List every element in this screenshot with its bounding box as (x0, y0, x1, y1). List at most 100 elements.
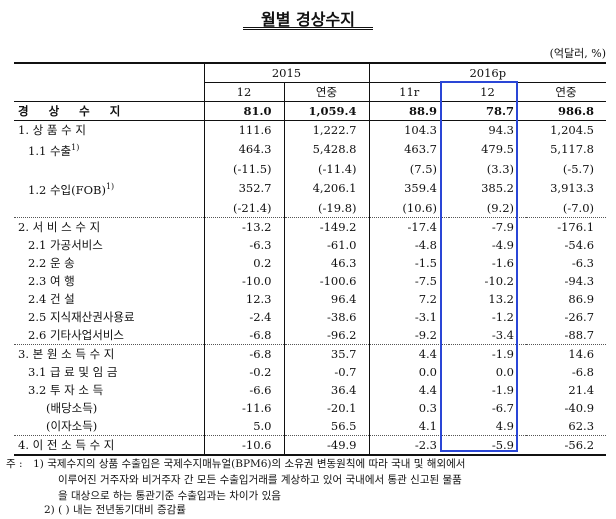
row-label-text: 1.1 수출 (28, 143, 72, 158)
cell-value: -6.6 (203, 380, 284, 399)
row-label-text: 2.2 운 송 (28, 255, 75, 270)
cell-value: -10.6 (203, 434, 284, 456)
cell-value: -1.6 (491, 255, 514, 270)
row-label-text: 2.6 기타사업서비스 (28, 327, 125, 342)
cell-value: 1,204.5 (550, 123, 595, 137)
title-underline-2 (243, 29, 373, 30)
cell-value: 4,206.1 (283, 177, 369, 199)
cell-value: -54.6 (564, 237, 595, 252)
cell-value: (-21.4) (203, 198, 284, 218)
cell-value: -11.6 (203, 398, 284, 417)
cell-value: 464.3 (203, 139, 284, 160)
cell-value: 4.9 (495, 418, 514, 433)
cell-value: (10.6) (368, 198, 449, 218)
col-header: 12 (203, 82, 284, 102)
footnote-ref: 1) (71, 143, 80, 152)
cell-value: -7.5 (368, 271, 449, 290)
cell-value: 36.4 (283, 380, 369, 399)
row-label-text: 경 상 수 지 (18, 104, 129, 118)
cell-value: 56.5 (283, 416, 369, 436)
cell-value: (7.5) (368, 159, 449, 178)
table-row: 2.4 건 설 12.3 96.4 7.2 13.2 86.9 (14, 289, 606, 308)
row-label: 2.2 운 송 (14, 254, 204, 272)
row-label: 1.1 수출1) (14, 139, 204, 160)
cell-value: 7.2 (368, 289, 449, 308)
cell-value: 21.4 (568, 382, 595, 397)
note-text: 국제수지의 상품 수출입은 국제수지매뉴얼(BPM6)의 소유권 변동원칙에 따… (47, 458, 466, 470)
cell-value: 81.0 (203, 101, 284, 121)
cell-value: 12.3 (203, 289, 284, 308)
cell-value: 88.9 (368, 101, 449, 121)
unit-label: (억달러, %) (549, 47, 606, 60)
cell-value: 1,222.7 (283, 120, 369, 139)
table-row: 2.3 여 행 -10.0 -100.6 -7.5 -10.2 -94.3 (14, 271, 606, 290)
cell-value: -1.9 (449, 343, 526, 363)
cell-value: 14.6 (526, 343, 607, 363)
cell-value: -4.9 (491, 237, 514, 252)
row-label-text: 2. 서 비 스 수 지 (18, 219, 101, 234)
cell-value: 35.7 (283, 343, 369, 363)
cell-value: 359.4 (368, 177, 449, 199)
table-row: 1. 상 품 수 지 111.6 1,222.7 104.3 94.3 1,204.5 (14, 120, 606, 139)
cell-value: -1.2 (491, 309, 514, 324)
cell-value: -0.2 (203, 362, 284, 381)
cell-value: -149.2 (283, 216, 369, 236)
row-label-text: 1. 상 품 수 지 (18, 123, 86, 137)
cell-value: -6.7 (491, 400, 514, 415)
year-2016: 2016p (368, 62, 607, 83)
page-title: 월별 경상수지 (261, 10, 355, 29)
cell-value: 463.7 (368, 139, 449, 160)
row-label: 3.1 급 료 및 임 금 (14, 363, 204, 381)
cell-value: -56.2 (526, 434, 607, 456)
row-label (14, 160, 204, 178)
cell-value: 4.4 (368, 380, 449, 399)
table-row: 3.1 급 료 및 임 금 -0.2 -0.7 0.0 0.0 -6.8 (14, 362, 606, 381)
cell-value: (-5.7) (562, 161, 595, 176)
cell-value: -13.2 (203, 216, 284, 236)
cell-value: 62.3 (568, 418, 595, 433)
col-header: 12 (449, 82, 526, 102)
footnote-2: 2) ( ) 내는 전년동기대비 증감률 (44, 502, 186, 518)
cell-value: -2.3 (368, 434, 449, 456)
cell-value: 1,059.4 (283, 101, 369, 121)
row-label-text: 2.1 가공서비스 (28, 237, 103, 252)
cell-value: -10.0 (203, 271, 284, 290)
highlight-box (440, 81, 518, 452)
row-label: 2.4 건 설 (14, 290, 204, 308)
note-label: 주 : (6, 458, 23, 470)
cell-value: -6.3 (571, 255, 595, 270)
note-number: 1) (33, 458, 44, 470)
table-row: (배당소득) -11.6 -20.1 0.3 -6.7 -40.9 (14, 398, 606, 417)
cell-value: -0.7 (283, 362, 369, 381)
cell-value: -9.2 (368, 325, 449, 345)
cell-value: (-19.8) (283, 198, 369, 218)
cell-value: 352.7 (203, 177, 284, 199)
cell-value: -6.8 (203, 343, 284, 363)
table-row: 4. 이 전 소 득 수 지 -10.6 -49.9 -2.3 -5.9 -56.2 (14, 434, 607, 456)
table-row: 3.2 투 자 소 득 -6.6 36.4 4.4 -1.9 21.4 (14, 380, 606, 399)
row-label: 2.6 기타사업서비스 (14, 326, 204, 345)
row-label-text: 2.3 여 행 (28, 273, 75, 288)
cell-value: (-11.4) (283, 159, 369, 178)
cell-value: 5.0 (203, 416, 284, 436)
cell-value: 0.3 (368, 398, 449, 417)
cell-value: (-7.0) (562, 200, 595, 215)
cell-value: 385.2 (481, 181, 514, 196)
cell-value: -61.0 (283, 235, 369, 254)
cell-value: 4.1 (368, 416, 449, 436)
cell-value: 5,428.8 (283, 139, 369, 160)
cell-value: -40.9 (564, 400, 595, 415)
row-label: 2.1 가공서비스 (14, 236, 204, 254)
table-row: 1.1 수출1) 464.3 5,428.8 463.7 479.5 5,117.8 (14, 139, 606, 160)
row-label-text: 2.4 건 설 (28, 291, 75, 306)
row-label: 2.5 지식재산권사용료 (14, 308, 204, 326)
row-label-text: 3. 본 원 소 득 수 지 (18, 346, 115, 361)
row-label: 4. 이 전 소 득 수 지 (14, 434, 204, 456)
cell-value: 111.6 (203, 120, 284, 139)
cell-value: -96.2 (283, 325, 369, 345)
footnote-ref: 1) (105, 181, 115, 191)
cell-value: -4.8 (368, 235, 449, 254)
col-header: 11r (368, 82, 449, 102)
note-number: 2) (44, 504, 55, 516)
cell-value: -6.8 (203, 325, 284, 345)
